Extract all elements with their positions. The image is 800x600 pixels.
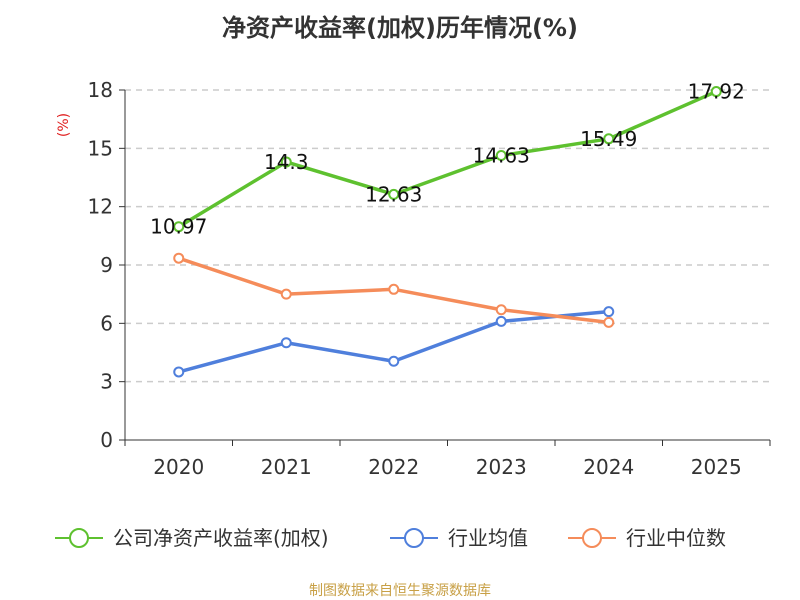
data-point [495, 315, 507, 327]
series-line [177, 89, 717, 229]
data-point [495, 304, 507, 316]
y-tick-label: 18 [88, 78, 113, 102]
chart-title: 净资产收益率(加权)历年情况(%) [222, 14, 578, 42]
y-tick-label: 9 [100, 253, 113, 277]
data-labels: 10.97 14.3 12.63 14.63 15.49 17.92 [150, 80, 745, 239]
axes: 0 3 6 9 12 15 18 2020 2021 2022 2023 2024 2025 [88, 78, 771, 479]
data-point [603, 133, 615, 145]
legend-marker [404, 528, 424, 548]
data-label: 14.3 [264, 150, 309, 174]
data-point [388, 355, 400, 367]
data-point [173, 221, 185, 233]
legend: 公司净资产收益率(加权) 行业均值 行业中位数 [55, 526, 726, 550]
data-point [710, 86, 722, 98]
data-label: 12.63 [365, 182, 422, 206]
data-point [603, 306, 615, 318]
legend-label: 行业中位数 [626, 526, 726, 550]
legend-item-1: 公司净资产收益率(加权) [55, 526, 329, 550]
data-label: 17.92 [688, 80, 745, 104]
data-point [388, 283, 400, 295]
y-tick-label: 0 [100, 428, 113, 452]
series-3 [173, 252, 615, 328]
y-tick-label: 3 [100, 370, 113, 394]
series-2 [173, 306, 615, 378]
series-1 [173, 86, 722, 233]
data-label: 10.97 [150, 215, 207, 239]
y-tick-label: 6 [100, 311, 113, 335]
data-label: 14.63 [473, 144, 530, 168]
x-tick-label: 2023 [476, 455, 527, 479]
legend-marker [582, 528, 602, 548]
grid-lines [125, 89, 770, 383]
data-point [495, 150, 507, 162]
data-label: 15.49 [580, 127, 637, 151]
legend-marker [69, 528, 89, 548]
series [173, 86, 722, 378]
x-tick-label: 2024 [583, 455, 634, 479]
legend-label: 行业均值 [448, 526, 528, 550]
x-tick-label: 2020 [153, 455, 204, 479]
data-point [173, 252, 185, 264]
y-unit-label: (%) [56, 113, 72, 137]
x-tick-label: 2021 [261, 455, 312, 479]
legend-label: 公司净资产收益率(加权) [113, 526, 329, 550]
data-point [173, 366, 185, 378]
data-point [603, 316, 615, 328]
y-tick-label: 12 [88, 195, 113, 219]
x-tick-label: 2022 [368, 455, 419, 479]
y-tick-label: 15 [88, 136, 113, 160]
data-point [280, 337, 292, 349]
source-footer: 制图数据来自恒生聚源数据库 [309, 583, 491, 599]
data-point [280, 288, 292, 300]
data-point [388, 188, 400, 200]
data-point [280, 156, 292, 168]
legend-item-3: 行业中位数 [568, 526, 726, 550]
x-tick-label: 2025 [691, 455, 742, 479]
legend-item-2: 行业均值 [390, 526, 528, 550]
